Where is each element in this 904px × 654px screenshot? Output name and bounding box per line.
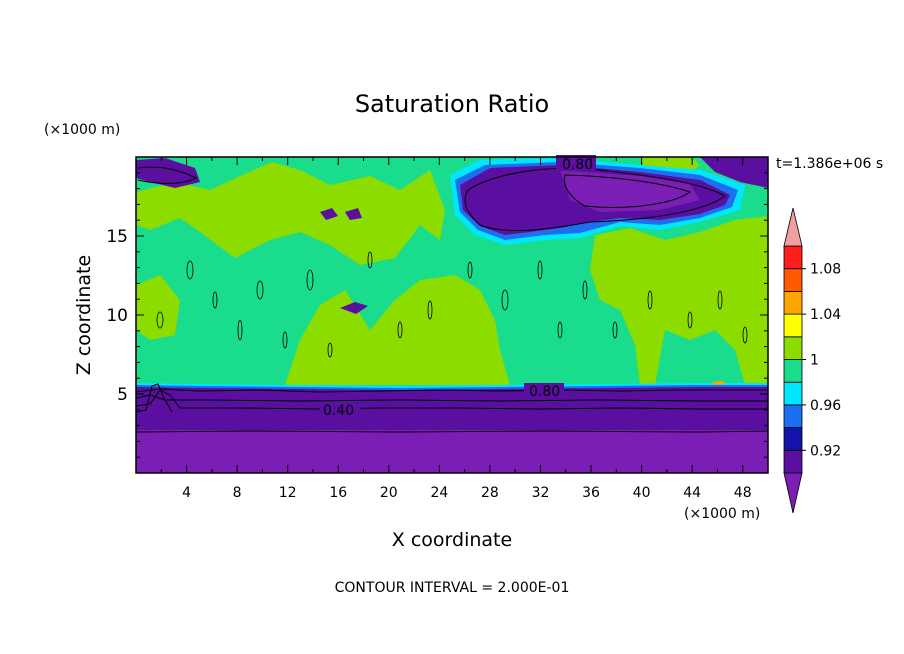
contour-line-top-left xyxy=(137,166,198,184)
purple-patch-small xyxy=(340,302,368,314)
contour-line-060-bottom xyxy=(136,394,768,402)
colorbar-swatch xyxy=(783,381,803,406)
x-tick-label: 4 xyxy=(182,485,191,501)
contour-blob xyxy=(186,260,194,280)
colorbar-swatch xyxy=(783,427,803,451)
colorbar-under-arrow xyxy=(783,472,803,514)
x-unit-label: (×1000 m) xyxy=(684,506,760,522)
chart-title: Saturation Ratio xyxy=(355,90,549,118)
contour-line-040-top xyxy=(563,174,692,208)
contour-blob xyxy=(397,321,403,339)
x-tick-label: 44 xyxy=(683,485,701,501)
colorbar-legend: 0.92 0.96 1 1.04 1.08 xyxy=(783,207,841,514)
colorbar-tick-label: 1 xyxy=(810,353,819,369)
y-tick-label: 10 xyxy=(106,306,128,326)
colorbar-tick-label: 1.08 xyxy=(810,262,841,278)
x-tick-label: 20 xyxy=(380,485,398,501)
colorbar-tick-label: 1.04 xyxy=(810,307,841,323)
contour-blob xyxy=(237,319,243,341)
colorbar-tick-label: 0.92 xyxy=(810,443,841,459)
contour-blob xyxy=(212,291,218,309)
purple-patch-small-3 xyxy=(345,208,362,220)
contour-blob xyxy=(282,331,288,349)
supersaturated-region-left xyxy=(136,162,445,265)
contour-label-background xyxy=(524,383,564,398)
colorbar-swatch xyxy=(783,268,803,292)
orange-spot-bottom-right xyxy=(712,381,726,385)
colorbar-swatch xyxy=(783,245,803,270)
time-label: t=1.386e+06 s xyxy=(776,156,883,172)
colorbar-over-arrow xyxy=(783,207,803,247)
purple-core-top-right xyxy=(560,170,700,212)
y-axis-label: Z coordinate xyxy=(73,255,95,375)
x-tick-label: 48 xyxy=(734,485,752,501)
contour-labels: 0.80 0.80 0.40 xyxy=(320,155,596,419)
supersaturated-region-right xyxy=(590,216,768,385)
contour-blob xyxy=(717,290,723,310)
contour-label-background xyxy=(320,402,360,417)
contour-blob xyxy=(501,289,509,311)
x-tick-label: 16 xyxy=(329,485,347,501)
contour-blob xyxy=(256,280,264,300)
contour-blob xyxy=(537,260,543,280)
colorbar-swatch xyxy=(783,313,803,338)
contour-blob xyxy=(467,261,473,279)
contour-blob xyxy=(306,269,314,291)
colorbar-tick-label: 0.96 xyxy=(810,398,841,414)
contour-label-top: 0.80 xyxy=(562,157,593,173)
y-tick-label: 5 xyxy=(117,385,128,405)
contour-interval-note: CONTOUR INTERVAL = 2.000E-01 xyxy=(335,580,570,596)
x-tick-label: 40 xyxy=(633,485,651,501)
colorbar-swatch xyxy=(783,404,803,428)
x-tick-label: 32 xyxy=(532,485,550,501)
supersaturated-region-left-mid xyxy=(136,275,180,340)
contour-line-left-bump xyxy=(136,383,173,413)
purple-patch-small-2 xyxy=(320,208,338,220)
y-tick-label: 15 xyxy=(106,227,128,247)
x-tick-label: 28 xyxy=(481,485,499,501)
supersaturated-region-center-low xyxy=(360,330,495,385)
colorbar-swatch xyxy=(783,290,803,315)
x-tick-label: 36 xyxy=(582,485,600,501)
contour-plot-area xyxy=(136,157,768,473)
contour-blob xyxy=(742,326,748,344)
contour-blob xyxy=(647,290,653,310)
colorbar-swatch xyxy=(783,359,803,383)
contour-blob xyxy=(327,342,333,358)
x-tick-label: 8 xyxy=(233,485,242,501)
contour-blob xyxy=(427,300,433,320)
contour-blob xyxy=(582,280,588,300)
x-tick-label: 24 xyxy=(430,485,448,501)
colorbar-swatch xyxy=(783,449,803,474)
contour-blob xyxy=(612,321,618,339)
contour-line-080-bottom xyxy=(136,388,768,393)
purple-layer-top-left xyxy=(136,158,200,188)
x-tick-label: 12 xyxy=(279,485,297,501)
contour-blobs xyxy=(156,251,748,358)
contour-label-bottom-right: 0.80 xyxy=(529,384,560,400)
y-axis: 5 10 15 xyxy=(106,172,768,458)
contour-blob xyxy=(156,311,164,329)
purple-patch-top-strip xyxy=(700,157,768,188)
contour-blob xyxy=(557,321,563,339)
purple-core-bottom xyxy=(136,430,768,473)
contour-blob xyxy=(687,311,693,329)
colorbar-swatch xyxy=(783,336,803,360)
x-axis: 4 8 12 16 20 24 28 32 36 40 44 48 xyxy=(160,157,752,501)
contour-line-020-bottom xyxy=(136,430,768,433)
contour-blob xyxy=(367,251,373,269)
y-unit-label: (×1000 m) xyxy=(44,122,120,138)
contour-label-bottom-left: 0.40 xyxy=(323,403,354,419)
x-axis-label: X coordinate xyxy=(392,529,512,551)
